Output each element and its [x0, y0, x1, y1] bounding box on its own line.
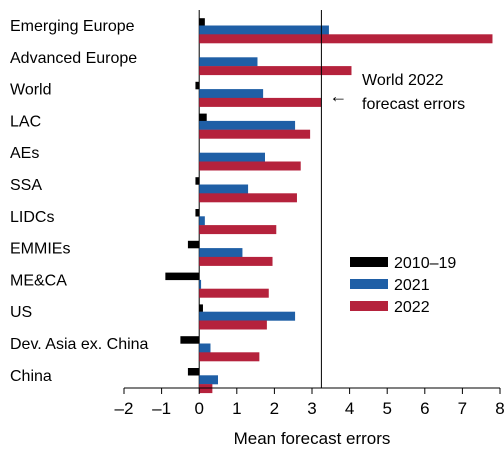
bar-2022 — [199, 384, 212, 393]
bar-2022 — [199, 34, 492, 43]
bar-2022 — [199, 289, 269, 298]
bar-2010-19 — [199, 114, 207, 122]
x-tick-label: –1 — [152, 399, 171, 418]
category-label: ME&CA — [10, 272, 67, 289]
bar-2022 — [199, 162, 301, 171]
category-label: AEs — [10, 145, 39, 162]
bar-2010-19 — [195, 82, 199, 90]
legend-label: 2021 — [394, 277, 430, 294]
bar-2010-19 — [195, 177, 199, 185]
bar-2022 — [199, 130, 310, 139]
bar-2022 — [199, 257, 272, 266]
bar-2021 — [199, 57, 257, 66]
bar-2022 — [199, 225, 276, 234]
bar-2022 — [199, 98, 321, 107]
bar-2010-19 — [180, 336, 199, 344]
bar-2010-19 — [165, 273, 199, 281]
bar-2010-19 — [195, 209, 199, 217]
x-tick-label: 4 — [345, 399, 354, 418]
bar-2021 — [199, 375, 218, 384]
category-label: US — [10, 304, 32, 321]
x-axis-label: Mean forecast errors — [234, 429, 391, 448]
annotation: ← World 2022 forecast errors — [329, 72, 465, 113]
legend-label: 2022 — [394, 299, 430, 316]
x-tick-label: 7 — [458, 399, 467, 418]
legend-swatch — [350, 257, 388, 267]
category-label: Advanced Europe — [10, 50, 137, 67]
x-tick-label: 0 — [194, 399, 203, 418]
category-label: LIDCs — [10, 209, 54, 226]
bar-2021 — [199, 216, 205, 225]
category-label: EMMIEs — [10, 241, 70, 258]
x-tick-label: 1 — [232, 399, 241, 418]
bar-2021 — [199, 185, 248, 194]
bar-2022 — [199, 193, 297, 202]
category-label: China — [10, 368, 52, 385]
bar-2021 — [199, 89, 263, 98]
plot-area: Emerging Europe Advanced Europe World LAC AE… — [10, 10, 492, 393]
bar-2022 — [199, 321, 267, 330]
bar-2021 — [199, 121, 295, 130]
annotation-text: World 2022 — [362, 72, 444, 89]
x-axis: –2 –1 0 1 2 3 4 5 6 7 8 — [115, 388, 504, 418]
bar-2021 — [199, 312, 295, 321]
bar-2021 — [199, 26, 329, 35]
category-label: World — [10, 82, 52, 99]
bar-2010-19 — [199, 304, 203, 312]
bar-2022 — [199, 352, 259, 361]
category-label: Emerging Europe — [10, 18, 135, 35]
legend: 2010–19 2021 2022 — [350, 255, 456, 316]
x-tick-label: 8 — [495, 399, 504, 418]
legend-label: 2010–19 — [394, 255, 456, 272]
bar-2021 — [199, 153, 265, 162]
bar-2021 — [199, 248, 242, 257]
x-tick-label: 6 — [420, 399, 429, 418]
bar-2010-19 — [188, 368, 199, 376]
x-tick-label: –2 — [115, 399, 134, 418]
annotation-text: forecast errors — [362, 96, 465, 113]
bar-2022 — [199, 66, 351, 75]
bar-2021 — [199, 344, 210, 353]
category-label: SSA — [10, 177, 42, 194]
category-label: Dev. Asia ex. China — [10, 336, 149, 353]
legend-swatch — [350, 301, 388, 311]
category-label: LAC — [10, 113, 41, 130]
x-tick-label: 3 — [307, 399, 316, 418]
bar-2021 — [199, 280, 201, 289]
bar-2010-19 — [199, 18, 205, 26]
x-tick-label: 2 — [270, 399, 279, 418]
annotation-arrow: ← — [329, 86, 347, 106]
bar-2010-19 — [188, 241, 199, 249]
legend-swatch — [350, 279, 388, 289]
x-tick-label: 5 — [382, 399, 391, 418]
